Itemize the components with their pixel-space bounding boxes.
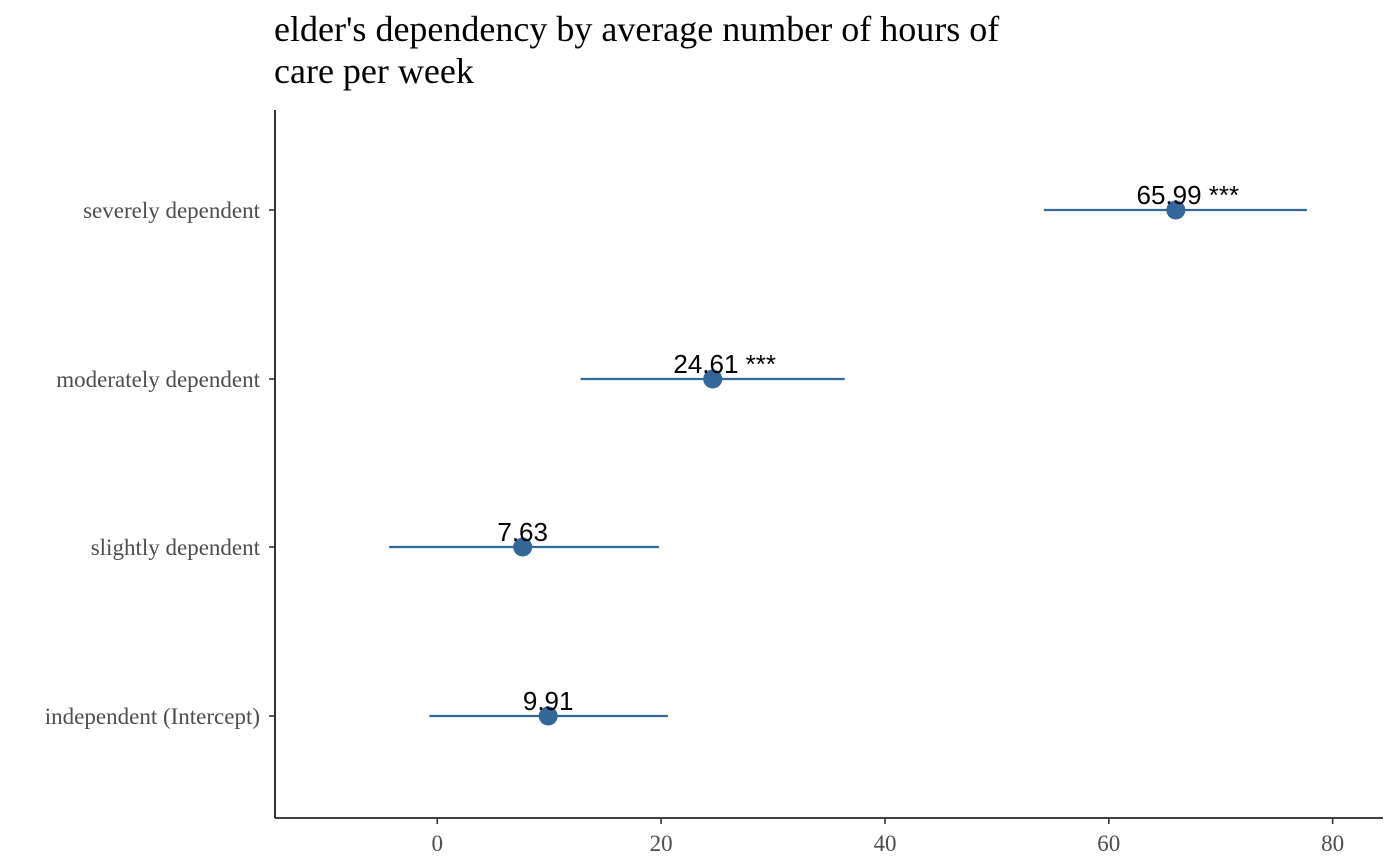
- data-label: 65.99 ***: [1137, 180, 1240, 210]
- y-axis-ticks: severely dependent moderately dependent sl…: [45, 198, 275, 729]
- chart-title-line-1: elder's dependency by average number of …: [274, 9, 1000, 49]
- y-tick-label: independent (Intercept): [45, 704, 260, 729]
- estimate-point: [538, 706, 558, 726]
- estimate-point: [513, 537, 533, 557]
- x-tick-label: 40: [873, 831, 896, 856]
- chart-title: elder's dependency by average number of …: [274, 8, 1094, 92]
- x-tick-label: 20: [650, 831, 673, 856]
- data-label: 7.63: [497, 517, 548, 547]
- x-tick-label: 60: [1097, 831, 1120, 856]
- x-tick-label: 80: [1321, 831, 1344, 856]
- chart-title-line-2: care per week: [274, 51, 474, 91]
- data-label: 24.61 ***: [673, 349, 776, 379]
- estimate-point: [1166, 200, 1186, 220]
- x-tick-label: 0: [432, 831, 444, 856]
- y-tick-label: moderately dependent: [56, 367, 260, 392]
- x-axis-ticks: 0 20 40 60 80: [432, 818, 1344, 856]
- estimate-point: [703, 369, 723, 389]
- data-label: 9.91: [523, 686, 574, 716]
- y-tick-label: severely dependent: [83, 198, 261, 223]
- y-tick-label: slightly dependent: [91, 535, 261, 560]
- estimate-marks: 65.99 *** 24.61 *** 7.63 9.91: [389, 180, 1307, 726]
